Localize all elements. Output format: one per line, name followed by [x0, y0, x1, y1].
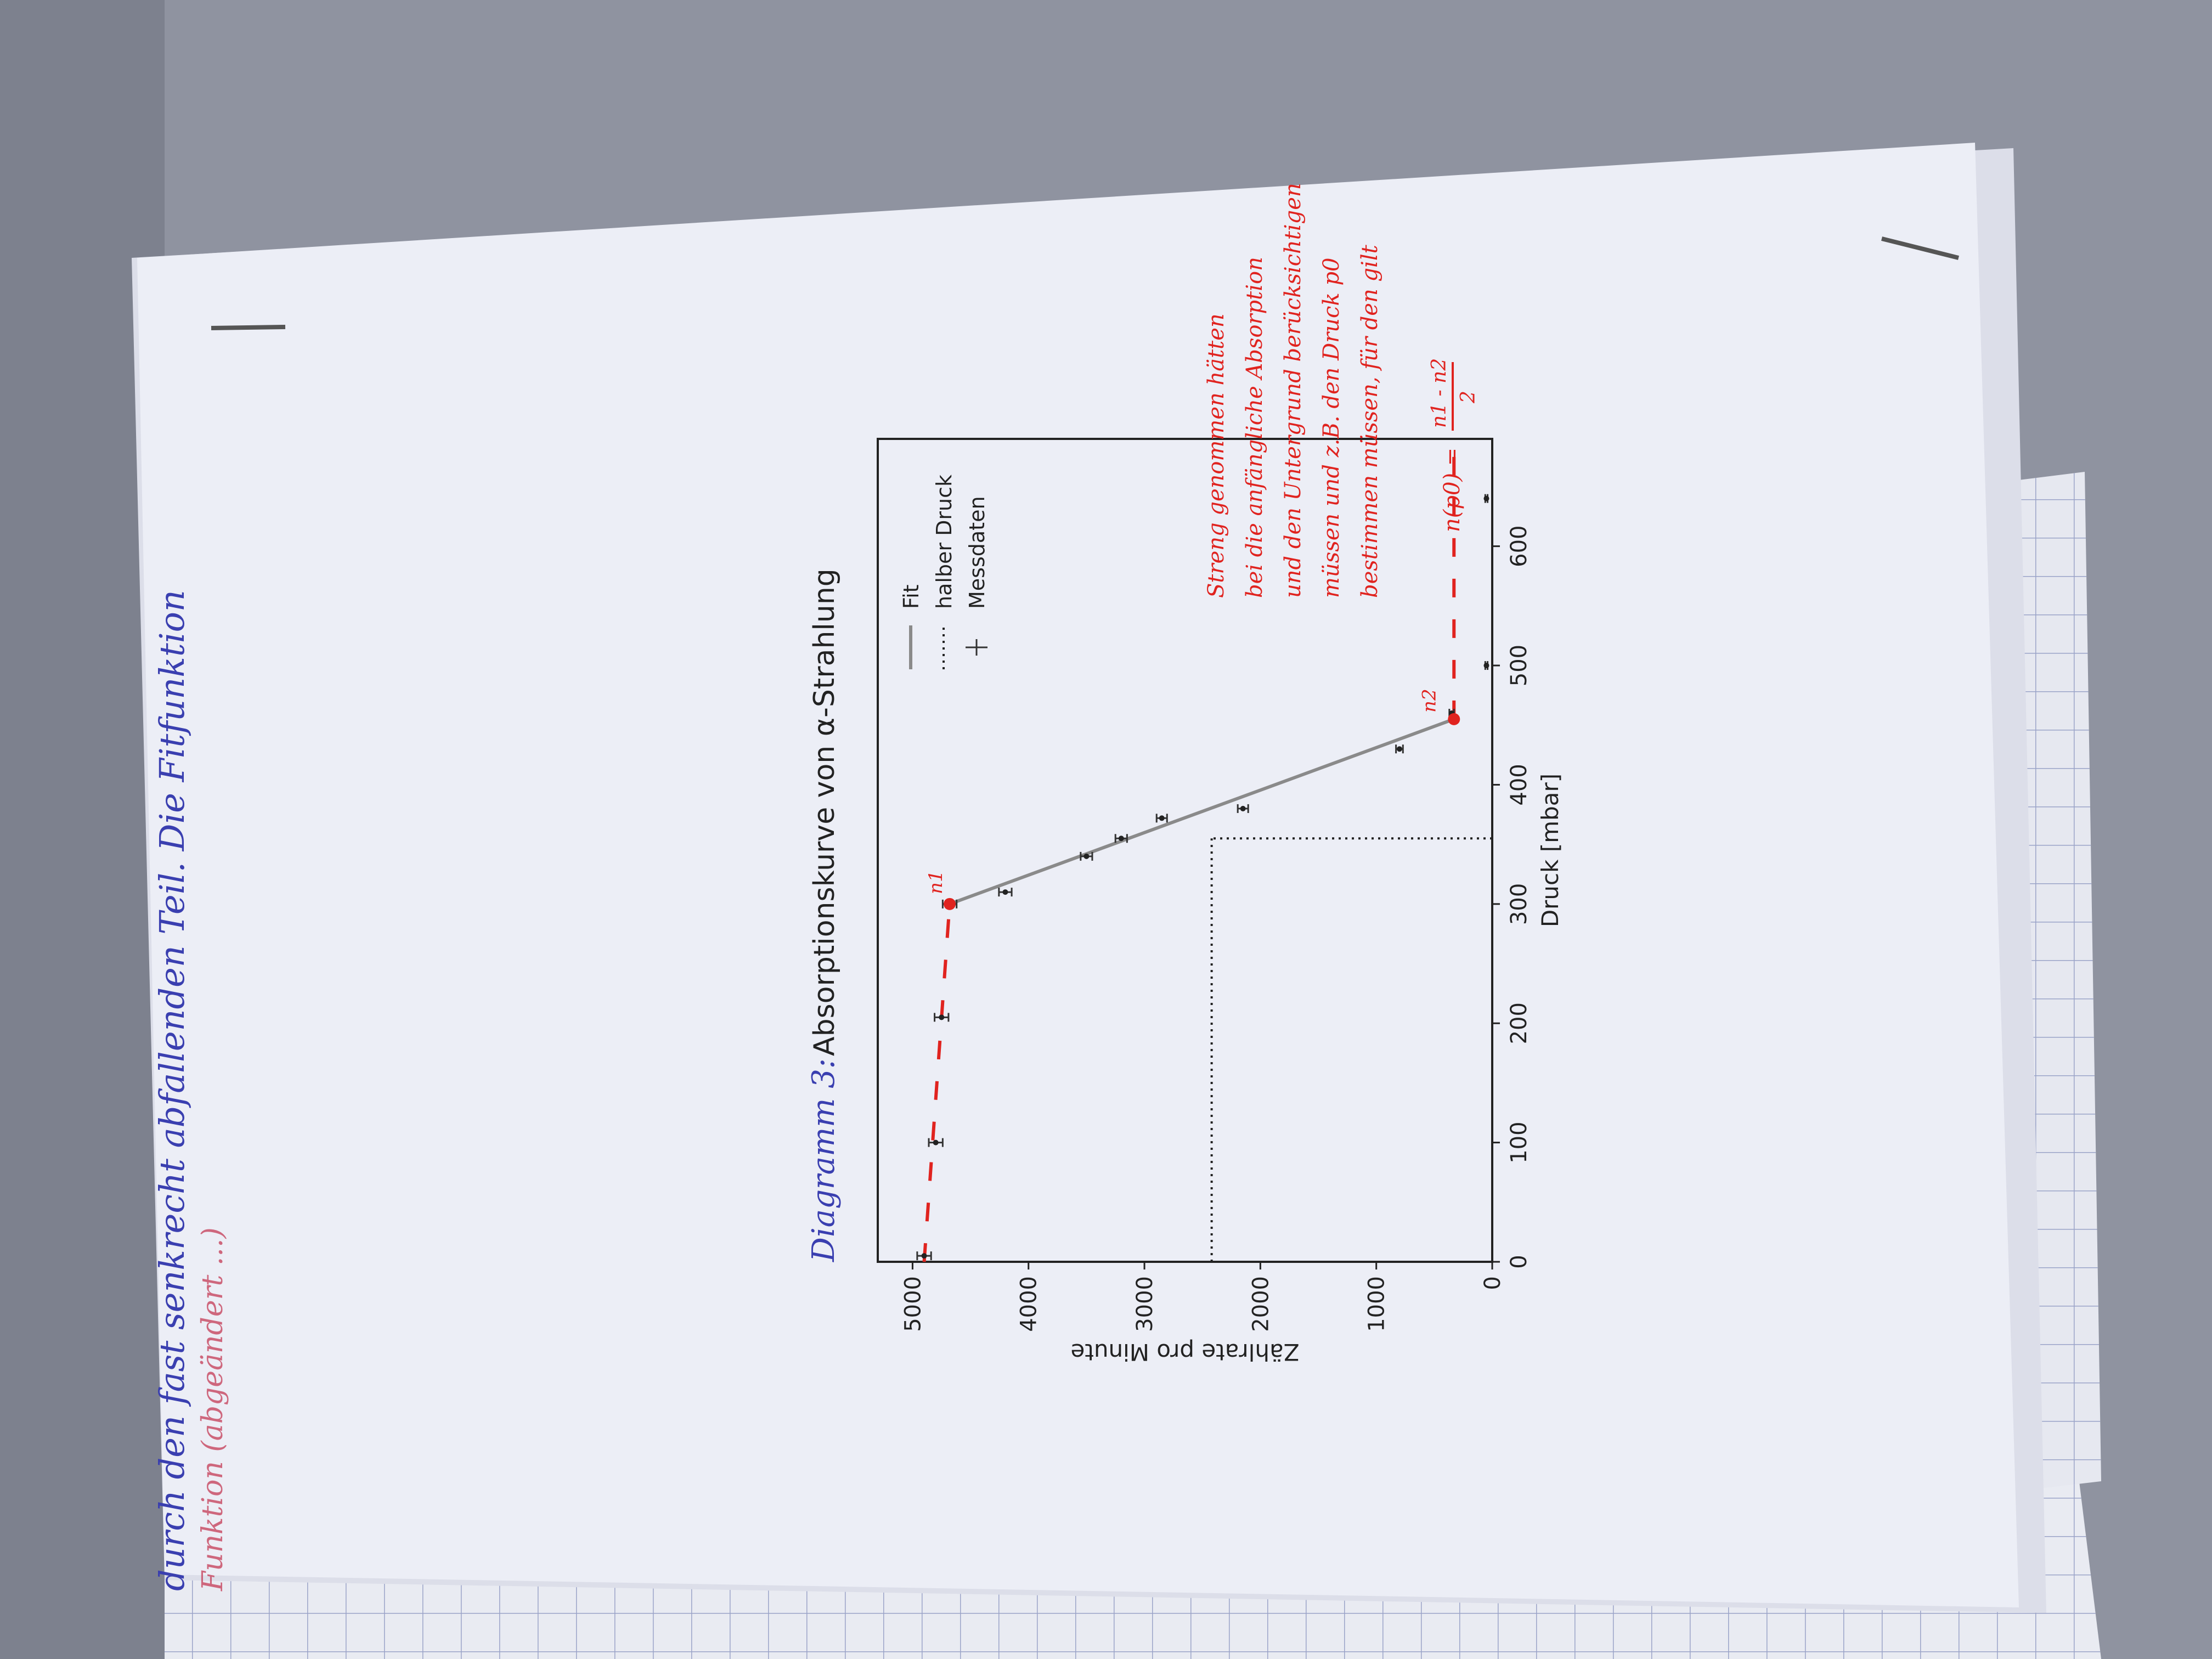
handwritten-top-line-2: Funktion (abgeändert ...): [196, 1227, 229, 1592]
y-tick-label: 2000: [1248, 1276, 1273, 1332]
x-tick-label: 0: [1506, 1255, 1532, 1268]
data-point: [1483, 495, 1489, 501]
x-tick-label: 100: [1506, 1121, 1532, 1163]
x-tick-label: 300: [1506, 883, 1532, 925]
data-point: [939, 1014, 945, 1020]
x-tick-label: 500: [1506, 645, 1532, 686]
handwritten-notes: Streng genommen hätten bei die anfänglic…: [1204, 183, 1480, 598]
data-point: [921, 1253, 927, 1259]
formula-denominator: 2: [1457, 391, 1480, 404]
y-tick-label: 0: [1480, 1276, 1505, 1290]
paper-sheet: [137, 143, 2019, 1607]
formula-lhs: n(p0) =: [1440, 448, 1465, 532]
staple-bottom: [1881, 236, 1959, 260]
label-n1: n1: [925, 870, 947, 894]
data-point: [1118, 836, 1124, 842]
plot-frame: [877, 438, 1493, 1263]
handdrawn-dashed-line: [922, 904, 952, 1262]
x-tick-label: 200: [1506, 1002, 1532, 1044]
y-tick-label: 1000: [1364, 1276, 1390, 1332]
data-point: [1483, 663, 1489, 669]
note-line-4: müssen und z.B. den Druck p0: [1319, 258, 1344, 598]
y-tick-label: 4000: [1017, 1276, 1042, 1332]
x-axis-label: Druck [mbar]: [1537, 774, 1564, 927]
data-point: [1240, 805, 1246, 811]
legend-entry: Messdaten: [965, 496, 989, 609]
marker-n2: [1448, 713, 1460, 725]
data-point: [1084, 853, 1090, 859]
staple-top: [211, 325, 286, 330]
data-point: [1159, 815, 1165, 821]
legend-entry: halber Druck: [932, 475, 956, 609]
legend-entry: Fit: [899, 584, 923, 609]
handwritten-top-line-1: durch den fast senkrecht abfallenden Tei…: [152, 590, 192, 1591]
y-tick-label: 3000: [1132, 1276, 1158, 1332]
x-tick-label: 600: [1506, 525, 1532, 567]
y-tick-label: 5000: [900, 1276, 926, 1332]
figure-caption-handwritten: Diagramm 3:: [806, 1058, 842, 1262]
chart: 0 100 200 300 400 500 600 0 1000 2000 3000 4000 5000…: [877, 438, 1564, 1365]
note-line-1: Streng genommen hätten: [1204, 313, 1229, 598]
chart-title: Absorptionskurve von α-Strahlung: [808, 568, 841, 1056]
data-point: [1396, 746, 1402, 752]
note-line-3: und den Untergrund berücksichtigen: [1280, 183, 1306, 598]
data-point: [933, 1139, 939, 1146]
label-n2: n2: [1418, 689, 1440, 713]
fit-line: [949, 718, 1455, 906]
formula-numerator: n1 - n2: [1428, 358, 1451, 428]
marker-n1: [944, 898, 956, 910]
figure: Diagramm 3: Absorptionskurve von α-Strah…: [806, 183, 1564, 1365]
data-point: [1002, 889, 1008, 895]
note-line-5: bestimmen müssen, für den gilt: [1357, 244, 1383, 598]
note-line-2: bei die anfängliche Absorption: [1242, 257, 1267, 598]
y-axis-label: Zählrate pro Minute: [1071, 1339, 1300, 1365]
x-tick-label: 400: [1506, 764, 1532, 805]
